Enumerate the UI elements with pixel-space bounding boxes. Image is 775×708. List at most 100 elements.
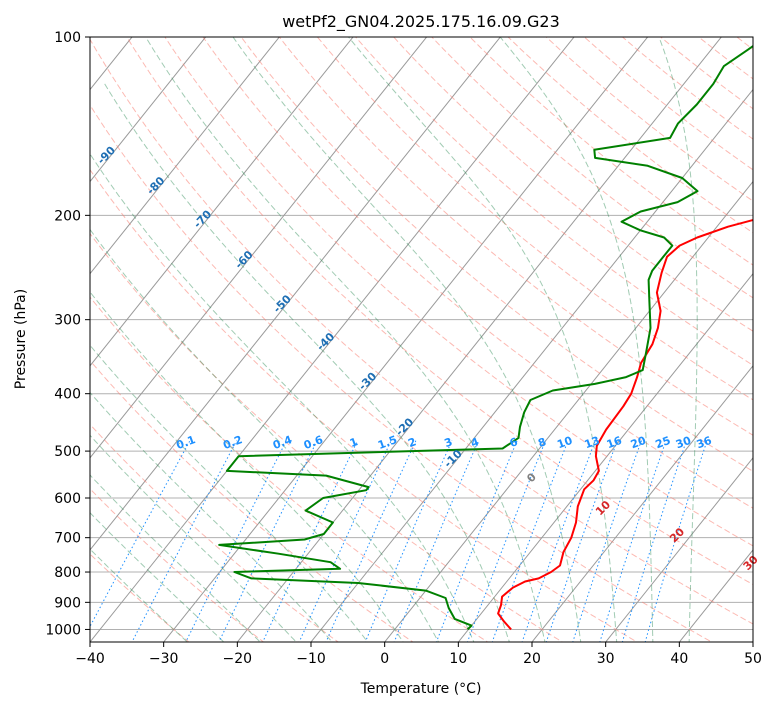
isotherm-line (90, 37, 207, 183)
mixing-ratio-label: 0.2 (221, 433, 244, 452)
isotherm-line (90, 37, 575, 642)
moist-adiabat-line (90, 291, 404, 642)
mixing-ratio-label: 25 (654, 434, 673, 451)
mixing-ratio-line (521, 440, 596, 642)
plot-frame (89, 36, 754, 643)
dry-adiabat-line (316, 37, 753, 401)
mixing-ratio-label: 0.4 (271, 433, 294, 452)
dry-adiabat-line (90, 296, 489, 642)
mixing-ratio-label: 10 (555, 434, 574, 452)
mixing-ratio-label: 36 (695, 434, 714, 452)
mixing-ratio-label: 8 (536, 435, 548, 450)
mixing-ratio-label: 2 (406, 435, 418, 450)
y-tick-label: 300 (54, 313, 81, 329)
isotherm-line (236, 37, 722, 642)
dry-adiabat-line (90, 232, 564, 642)
mixing-ratio-line (218, 440, 318, 642)
background-lines (90, 37, 753, 642)
moist-adiabat-line (658, 37, 698, 642)
x-tick-label: 20 (523, 651, 541, 667)
x-tick-label: −30 (149, 651, 179, 667)
mixing-ratio-line (572, 440, 642, 642)
mixing-ratio-line (185, 440, 287, 642)
isotherm-line (90, 37, 428, 459)
x-tick-label: −40 (75, 651, 105, 667)
mixing-ratio-line (131, 440, 238, 642)
moist-adiabat-line (90, 474, 261, 642)
isotherm-line (90, 37, 354, 367)
dry-adiabat-line (164, 37, 753, 547)
mixing-ratio-line (644, 440, 708, 642)
dry-adiabat-line (90, 168, 639, 642)
y-tick-label: 900 (54, 595, 81, 611)
x-axis-label: Temperature (°C) (360, 681, 482, 697)
mixing-ratio-label: 30 (674, 434, 693, 452)
mixing-ratio-label: 4 (469, 435, 481, 450)
isotherm-line (163, 37, 649, 642)
dry-adiabat-line (240, 37, 753, 472)
y-tick-label: 500 (54, 444, 81, 460)
x-tick-label: 30 (597, 651, 615, 667)
x-tick-label: 50 (744, 651, 762, 667)
mixing-ratio-line (599, 440, 667, 642)
mixing-ratio-line (262, 440, 359, 642)
moist-adiabat-line (232, 37, 582, 642)
isotherm-line (531, 364, 753, 642)
temperature-profile-line (497, 218, 753, 631)
isotherm-line (90, 37, 280, 275)
mixing-ratio-line (325, 440, 417, 642)
dry-adiabat-line (126, 37, 753, 586)
moist-adiabat-line (90, 548, 188, 642)
mixing-ratio-line (621, 440, 687, 642)
y-tick-label: 800 (54, 565, 81, 581)
isotherm-line (457, 272, 753, 642)
y-tick-label: 1000 (45, 622, 81, 638)
moist-adiabat-line (90, 434, 297, 642)
moist-adiabat-line (90, 228, 440, 642)
mixing-ratio-label: 0.1 (175, 433, 198, 452)
y-axis-label: Pressure (hPa) (13, 289, 29, 389)
dry-adiabat-line (90, 38, 753, 625)
moist-adiabat-line (104, 83, 510, 642)
y-tick-label: 400 (54, 387, 81, 403)
moist-adiabat-line (90, 344, 369, 642)
mixing-ratio-label: 0.6 (302, 433, 325, 452)
mixing-ratio-label: 20 (629, 434, 648, 452)
mixing-ratio-line (90, 440, 191, 628)
dry-adiabat-line (90, 553, 190, 642)
y-tick-label: 200 (54, 208, 81, 224)
y-tick-label: 600 (54, 491, 81, 507)
moist-adiabat-line (499, 37, 654, 642)
dry-adiabat-line (90, 104, 713, 642)
mixing-ratio-label: 6 (508, 435, 520, 450)
mixing-ratio-line (545, 440, 618, 642)
chart-title: wetPf2_GN04.2025.175.16.09.G23 (282, 12, 560, 32)
mixing-ratio-label: 3 (443, 435, 455, 450)
x-tick-label: 10 (449, 651, 467, 667)
x-tick-label: −10 (296, 651, 326, 667)
isotherm-line (605, 457, 753, 642)
mixing-ratio-label: 1 (348, 435, 360, 450)
y-tick-label: 100 (54, 30, 81, 46)
mixing-ratio-label: 13 (583, 434, 602, 451)
isotherm-line (310, 88, 753, 642)
moist-adiabat-line (90, 153, 475, 642)
x-tick-label: 40 (670, 651, 688, 667)
x-axis-ticks: −40 −30 −20 −10 0 10 20 30 40 50 (75, 642, 762, 667)
mixing-ratio-line (364, 440, 453, 642)
profile-lines (218, 44, 753, 631)
x-tick-label: 0 (380, 651, 389, 667)
dry-adiabat-line (90, 359, 414, 642)
mixing-ratio-line (393, 440, 479, 642)
y-axis-ticks: 100 200 300 400 500 600 700 800 900 1000 (45, 30, 90, 638)
dewpoint-profile-line (218, 44, 753, 631)
mixing-ratio-label: 16 (605, 434, 624, 452)
y-tick-label: 700 (54, 531, 81, 547)
isotherm-line (90, 37, 501, 551)
moist-adiabat-line (90, 511, 225, 642)
isotherm-line (384, 180, 753, 642)
x-tick-label: −20 (223, 651, 253, 667)
moist-adiabat-line (348, 37, 618, 642)
